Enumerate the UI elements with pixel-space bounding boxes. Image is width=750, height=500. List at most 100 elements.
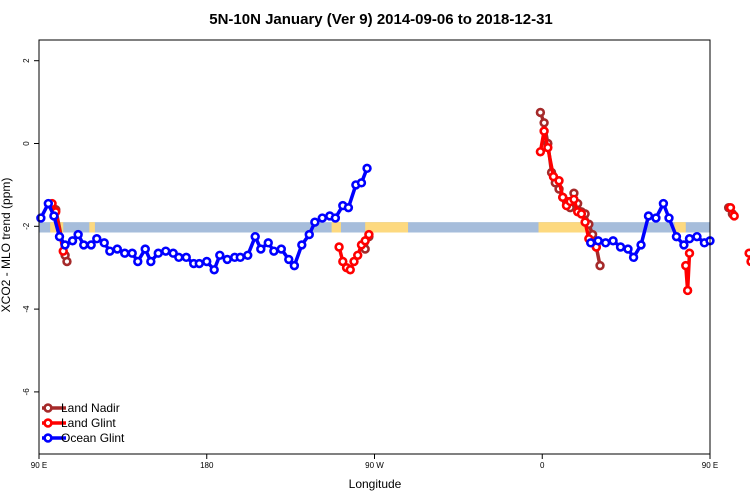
x-tick-label: 90 W xyxy=(365,461,384,470)
data-point xyxy=(62,256,72,267)
y-axis: 2 0 -2 -4 -6 xyxy=(22,58,39,396)
data-point xyxy=(263,238,273,248)
y-tick-label: -6 xyxy=(22,388,31,396)
data-point xyxy=(161,246,171,256)
data-point xyxy=(725,202,736,213)
land-segment xyxy=(331,222,341,233)
land-segment xyxy=(89,222,95,233)
data-point xyxy=(586,238,596,248)
y-tick-label: -2 xyxy=(22,222,31,230)
data-point xyxy=(289,260,300,271)
data-point xyxy=(593,236,603,246)
data-point xyxy=(86,240,96,250)
data-point xyxy=(222,254,232,265)
series-line xyxy=(684,253,692,293)
data-point xyxy=(276,244,287,254)
data-point xyxy=(643,211,654,221)
data-point xyxy=(317,213,328,223)
data-point xyxy=(729,211,739,221)
data-point xyxy=(692,231,702,242)
data-point xyxy=(539,118,549,128)
series-layer xyxy=(36,107,750,296)
data-point xyxy=(146,256,156,267)
legend-label: Ocean Glint xyxy=(61,431,125,445)
data-point xyxy=(636,240,646,250)
data-point xyxy=(60,240,70,250)
x-axis: 90 E 180 90 W 0 90 E xyxy=(31,454,718,470)
x-tick-label: 90 E xyxy=(31,461,47,470)
data-point xyxy=(181,252,191,263)
data-point xyxy=(364,229,374,240)
data-point xyxy=(54,231,65,242)
data-point xyxy=(615,242,626,252)
data-point xyxy=(345,265,355,275)
data-point xyxy=(174,252,184,263)
data-point xyxy=(194,258,204,269)
data-point xyxy=(112,244,122,254)
data-point xyxy=(209,265,219,275)
data-point xyxy=(304,229,314,240)
data-point xyxy=(580,217,590,227)
data-point xyxy=(651,213,661,223)
data-point xyxy=(608,236,618,246)
data-point xyxy=(664,213,674,223)
data-point xyxy=(684,248,695,258)
data-point xyxy=(343,202,354,213)
data-point xyxy=(746,256,750,267)
y-tick-label: 0 xyxy=(22,141,31,146)
data-point xyxy=(250,231,260,242)
data-point xyxy=(353,250,363,260)
data-point xyxy=(310,217,320,227)
data-point xyxy=(595,260,605,271)
data-point xyxy=(554,176,564,186)
data-point xyxy=(535,107,546,118)
land-segment xyxy=(365,222,409,233)
data-point xyxy=(43,198,54,209)
land-segment xyxy=(538,222,591,233)
series-land-glint xyxy=(47,126,750,296)
x-tick-label: 0 xyxy=(540,461,545,470)
data-point xyxy=(558,192,568,203)
data-point xyxy=(73,229,83,240)
data-point xyxy=(67,236,78,246)
data-point xyxy=(535,147,546,157)
data-point xyxy=(623,244,633,254)
data-point xyxy=(36,213,46,223)
legend-item-land-glint: Land Glint xyxy=(42,416,116,430)
data-point xyxy=(133,256,143,267)
data-point xyxy=(600,238,611,248)
x-tick-label: 90 E xyxy=(702,461,718,470)
data-point xyxy=(744,248,750,258)
data-point xyxy=(330,213,341,223)
data-point xyxy=(99,238,109,248)
data-point xyxy=(120,248,130,258)
data-point xyxy=(684,234,695,244)
data-point xyxy=(682,285,693,296)
x-axis-label: Longitude xyxy=(349,477,402,491)
data-point xyxy=(243,250,253,260)
data-point xyxy=(49,211,59,221)
data-point xyxy=(127,248,137,258)
y-tick-label: 2 xyxy=(22,58,31,63)
data-point xyxy=(284,254,294,265)
legend-label: Land Glint xyxy=(61,416,116,430)
data-point xyxy=(202,256,212,267)
y-tick-label: -4 xyxy=(22,305,31,313)
data-point xyxy=(235,252,246,263)
legend-item-land-nadir: Land Nadir xyxy=(42,401,120,415)
land-ocean-mask xyxy=(39,222,710,233)
data-point xyxy=(269,246,279,256)
plot-frame xyxy=(38,39,711,455)
data-point xyxy=(356,178,367,188)
data-point xyxy=(679,240,689,250)
data-point xyxy=(297,240,307,250)
data-point xyxy=(256,244,266,254)
data-point xyxy=(628,252,639,263)
series-ocean-glint xyxy=(36,163,715,275)
data-point xyxy=(543,142,553,153)
data-point xyxy=(362,163,372,174)
data-point xyxy=(105,246,115,256)
data-point xyxy=(539,126,549,136)
